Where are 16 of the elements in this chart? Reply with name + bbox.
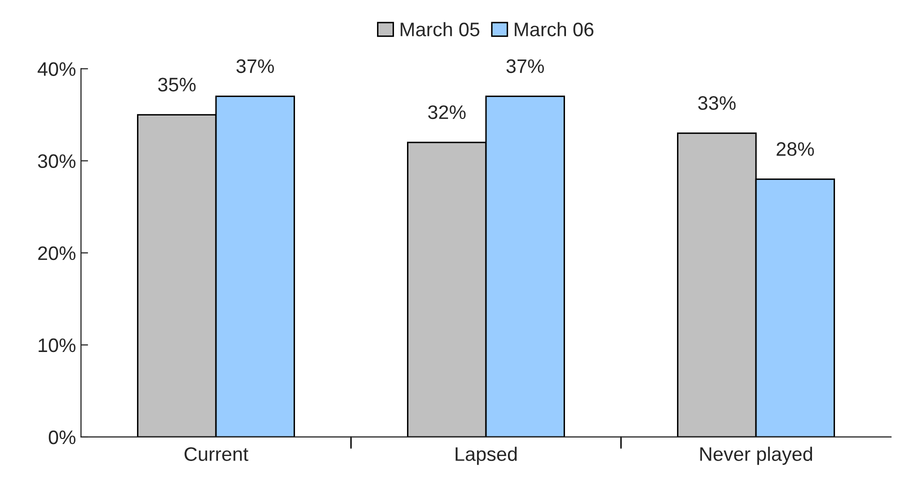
- data-label: 33%: [698, 96, 736, 110]
- y-tick-label: 0%: [48, 430, 76, 444]
- data-label: 37%: [236, 59, 274, 74]
- y-tick-label: 10%: [38, 338, 76, 352]
- x-tick-label: Never played: [700, 446, 812, 465]
- legend-label: March 05: [400, 22, 480, 36]
- legend-label: March 06: [514, 22, 594, 36]
- x-tick-label: Current: [184, 447, 248, 461]
- x-tick-label: Lapsed: [456, 446, 517, 465]
- data-label: 32%: [428, 105, 466, 120]
- y-tick-label: 30%: [38, 154, 76, 168]
- data-label: 37%: [506, 59, 544, 74]
- y-tick-label: 20%: [38, 246, 76, 260]
- data-label: 35%: [158, 78, 196, 92]
- y-tick-label: 40%: [38, 62, 76, 76]
- data-label: 28%: [776, 142, 814, 156]
